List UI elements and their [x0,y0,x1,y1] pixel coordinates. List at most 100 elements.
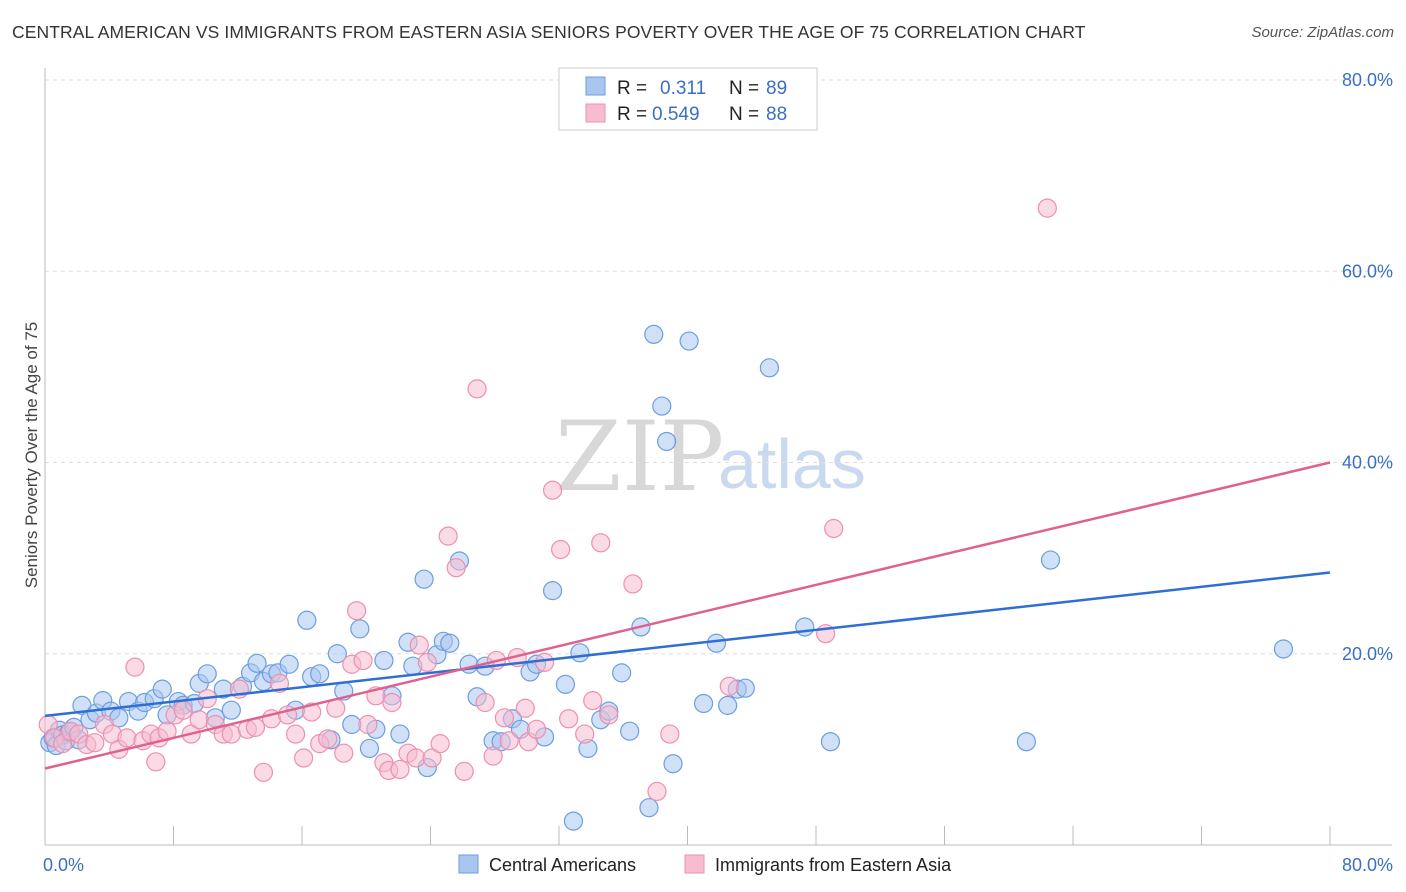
data-point [534,652,555,672]
data-point [422,748,442,768]
data-point [269,673,290,693]
data-point [347,601,367,621]
trend-line-central-americans [44,571,1331,718]
y-tick-label: 20.0% [1342,644,1393,664]
data-point [575,724,595,744]
data-point [197,664,217,684]
data-point [146,752,166,772]
data-point [85,733,105,753]
legend-swatch-central-americans [585,76,606,96]
data-point [647,781,667,802]
chart-title: CENTRAL AMERICAN VS IMMIGRANTS FROM EAST… [12,22,1086,42]
data-point [1273,639,1294,659]
data-point [639,798,659,818]
data-point [591,533,611,553]
data-point [125,657,145,677]
data-point [526,719,547,739]
data-point [563,811,584,831]
data-point [570,643,590,663]
data-point [382,692,402,713]
data-point [253,762,274,782]
data-point [221,700,241,720]
data-point [327,644,347,664]
data-point [795,617,815,637]
data-point [499,731,519,751]
data-point [660,724,680,744]
data-point [390,759,410,780]
legend-n-label-2: N = [729,104,759,125]
data-point [409,635,429,655]
data-point [152,679,172,699]
data-point [414,569,434,589]
legend-n-value-2: 88 [766,104,787,125]
data-point [718,695,738,715]
data-point [1037,198,1057,218]
watermark-atlas: atlas [718,425,866,503]
data-point [417,652,437,672]
data-point [350,619,370,639]
data-point [652,396,672,416]
data-point [406,748,426,768]
bottom-legend-label-eastern-asia: Immigrants from Eastern Asia [715,855,952,875]
data-point [221,724,241,744]
data-point [302,702,322,722]
y-axis-label: Seniors Poverty Over the Age of 75 [22,322,41,588]
data-point [173,700,193,720]
data-point [285,724,306,744]
data-point [353,650,373,671]
bottom-legend-swatch-eastern-asia [684,854,705,874]
data-point [657,431,677,452]
data-point [612,663,632,683]
data-point [824,518,844,539]
data-point [297,610,317,630]
data-point [117,728,137,748]
y-tick-label: 80.0% [1342,70,1393,90]
data-point [555,674,576,694]
data-point [820,732,841,752]
data-point [318,729,338,749]
data-point [359,738,380,759]
data-point [679,331,699,351]
data-point [759,358,780,378]
data-point [515,698,535,718]
data-point [542,581,563,601]
y-tick-label: 60.0% [1342,261,1393,281]
bottom-legend-swatch-central-americans [458,854,479,874]
legend-swatch-eastern-asia [585,103,606,123]
data-point [390,724,410,744]
data-point [310,664,330,684]
data-point [706,633,727,653]
data-point [483,746,503,766]
data-point [446,558,466,578]
legend-r-label-1: R = [617,78,647,99]
series-eastern-asia [38,198,1057,802]
data-point [719,676,739,696]
legend-r-value-2: 0.549 [652,104,700,125]
data-point [551,539,571,560]
legend-n-value-1: 89 [766,78,787,99]
data-point [494,708,514,728]
legend-r-label-2: R = [617,104,647,125]
data-points [38,198,1294,831]
data-point [454,761,474,781]
data-point [247,653,267,673]
data-point [279,654,299,674]
data-point [663,754,683,774]
data-point [1016,732,1037,752]
gridlines [45,79,1392,655]
series-central-americans [40,324,1294,831]
legend-r-value-1: 0.311 [660,78,706,99]
data-point [342,714,362,735]
data-point [583,691,603,711]
data-point [475,692,495,713]
data-point [620,721,640,741]
data-point [559,709,579,729]
data-point [1040,550,1061,570]
x-tick-label-max: 80.0% [1342,855,1393,875]
data-point [623,574,643,594]
axes [44,68,1392,846]
data-point [735,678,755,698]
data-point [599,705,619,725]
data-point [542,480,563,500]
